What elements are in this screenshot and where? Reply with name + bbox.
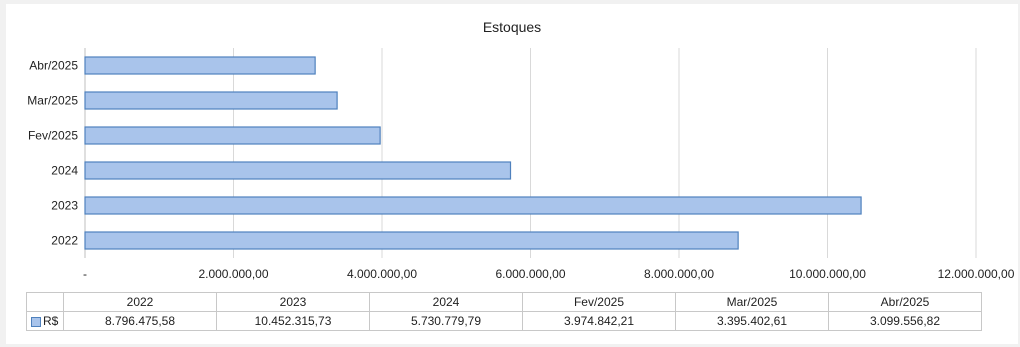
data-table-value-cell: 3.099.556,82 — [828, 311, 982, 331]
data-table: 2022 2023 2024 Fev/2025 Mar/2025 Abr/2025 R$ … — [26, 292, 982, 331]
category-label: 2024 — [51, 164, 78, 178]
legend-key: R$ — [26, 311, 64, 331]
bar — [84, 126, 381, 145]
data-table-header-cell: Abr/2025 — [828, 292, 982, 312]
legend-label: R$ — [43, 314, 59, 328]
legend-swatch — [31, 316, 41, 327]
bar — [84, 161, 512, 180]
data-table-header-cell: Fev/2025 — [522, 292, 676, 312]
data-table-value-row: R$ 8.796.475,58 10.452.315,73 5.730.779,79… — [26, 311, 982, 331]
data-table-header-cell: 2022 — [63, 292, 217, 312]
data-table-header-row: 2022 2023 2024 Fev/2025 Mar/2025 Abr/2025 — [26, 292, 982, 312]
x-tick-label: 10.000.000,00 — [789, 267, 866, 281]
data-table-header-cell: 2024 — [369, 292, 523, 312]
data-table-value-cell: 3.974.842,21 — [522, 311, 676, 331]
data-table-value-cell: 3.395.402,61 — [675, 311, 829, 331]
data-table-header-cell: 2023 — [216, 292, 370, 312]
data-table-value-cell: 8.796.475,58 — [63, 311, 217, 331]
bar — [84, 196, 862, 215]
x-tick-label: 4.000.000,00 — [347, 267, 417, 281]
x-tick-label: - — [83, 267, 87, 281]
category-label: 2022 — [51, 234, 78, 248]
x-tick-label: 8.000.000,00 — [644, 267, 714, 281]
category-label: 2023 — [51, 199, 78, 213]
chart-panel: Estoques 2022 2023 2024 Fev/2025 Mar/2025 Abr… — [6, 4, 1018, 344]
data-table-header-cell: Mar/2025 — [675, 292, 829, 312]
category-label: Mar/2025 — [27, 94, 78, 108]
data-table-value-cell: 5.730.779,79 — [369, 311, 523, 331]
bar — [84, 56, 316, 75]
data-table-corner-cell — [26, 292, 64, 312]
x-tick-label: 2.000.000,00 — [198, 267, 268, 281]
category-label: Fev/2025 — [28, 129, 78, 143]
category-label: Abr/2025 — [29, 59, 78, 73]
x-tick-label: 6.000.000,00 — [495, 267, 565, 281]
chart-title: Estoques — [482, 19, 542, 35]
bar — [84, 91, 338, 110]
bar-chart: 2022 2023 2024 Fev/2025 Mar/2025 Abr/2025 - 2.… — [27, 48, 1015, 281]
bar — [84, 231, 739, 250]
data-table-value-cell: 10.452.315,73 — [216, 311, 370, 331]
x-tick-label: 12.000.000,00 — [938, 267, 1015, 281]
